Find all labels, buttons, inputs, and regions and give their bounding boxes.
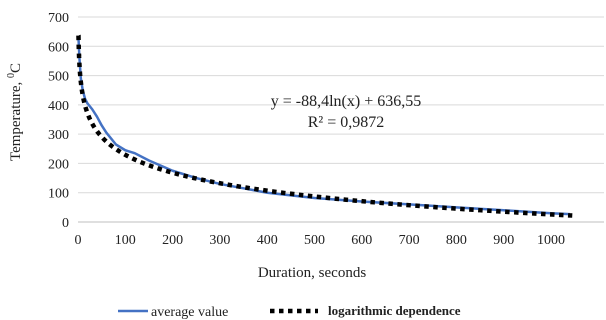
equation-annotation: y = -88,4ln(x) + 636,55 bbox=[271, 93, 421, 110]
x-tick-label-400: 400 bbox=[257, 233, 278, 248]
x-tick-label-300: 300 bbox=[209, 233, 230, 248]
x-axis-title: Duration, seconds bbox=[258, 265, 366, 281]
x-tick-label-900: 900 bbox=[493, 233, 514, 248]
y-axis-title: Temperature, 0C bbox=[6, 63, 24, 161]
y-tick-label-700: 700 bbox=[48, 11, 69, 26]
y-tick-label-600: 600 bbox=[48, 40, 69, 55]
x-tick-label-500: 500 bbox=[304, 233, 325, 248]
x-tick-label-700: 700 bbox=[399, 233, 420, 248]
series-line-logarithmic-dependence bbox=[76, 34, 573, 218]
legend-label-logarithmic-dependence: logarithmic dependence bbox=[328, 303, 461, 318]
legend: average value logarithmic dependence bbox=[118, 303, 461, 320]
x-tick-label-600: 600 bbox=[351, 233, 372, 248]
y-tick-label-100: 100 bbox=[48, 187, 69, 202]
x-tick-label-1000: 1000 bbox=[537, 233, 565, 248]
y-tick-label-400: 400 bbox=[48, 99, 69, 114]
y-tick-label-200: 200 bbox=[48, 157, 69, 172]
x-tick-label-800: 800 bbox=[446, 233, 467, 248]
y-axis-title-unit: C bbox=[8, 63, 24, 73]
gridlines bbox=[78, 16, 604, 194]
y-tick-labels: 0 100 200 300 400 500 600 700 bbox=[48, 11, 69, 231]
legend-label-average-value: average value bbox=[151, 305, 228, 320]
x-tick-label-0: 0 bbox=[75, 233, 82, 248]
y-tick-label-500: 500 bbox=[48, 70, 69, 85]
y-tick-label-300: 300 bbox=[48, 128, 69, 143]
x-tick-label-200: 200 bbox=[162, 233, 183, 248]
y-axis-title-main: Temperature, bbox=[8, 78, 24, 161]
y-axis-title-superscript: 0 bbox=[6, 73, 17, 78]
x-tick-labels: 0 100 200 300 400 500 600 700 800 900 1000 bbox=[75, 233, 566, 248]
x-tick-label-100: 100 bbox=[115, 233, 136, 248]
r-squared-annotation: R² = 0,9872 bbox=[308, 114, 385, 131]
y-tick-label-0: 0 bbox=[62, 216, 69, 231]
